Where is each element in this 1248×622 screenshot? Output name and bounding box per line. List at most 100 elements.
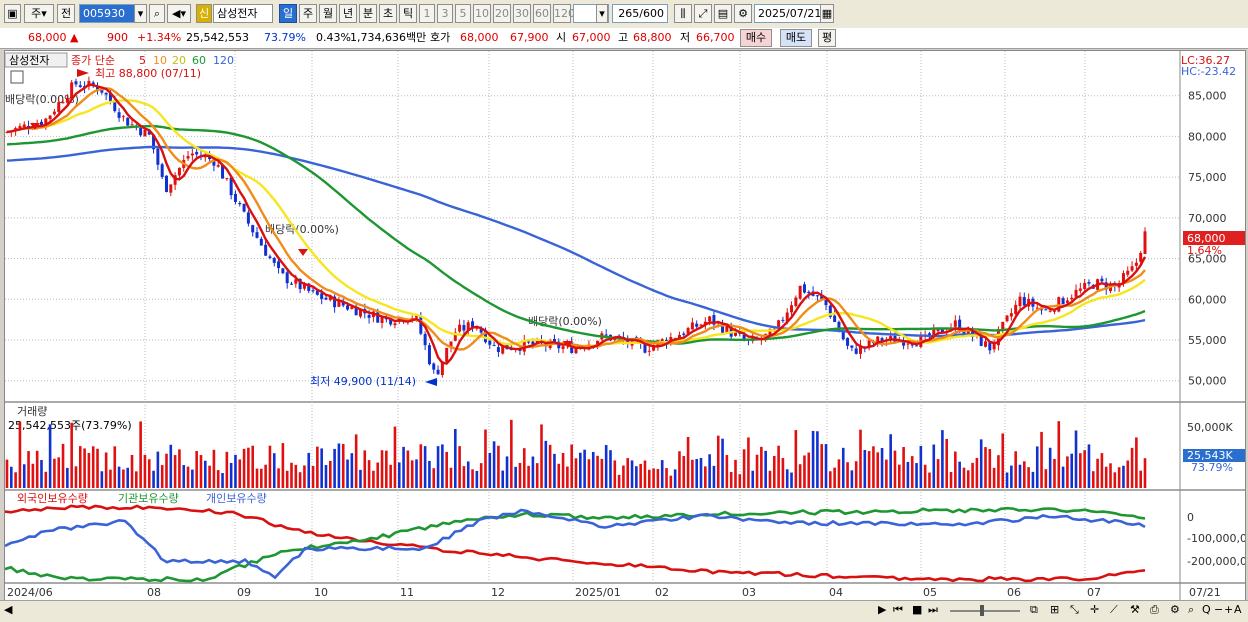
- stock-chart[interactable]: 85,000 80,000 75,000 70,000 65,000 60,000 55,0…: [4, 51, 1247, 601]
- zoom-slider[interactable]: [950, 610, 1020, 612]
- volume-bar: [104, 452, 108, 488]
- interval-120[interactable]: 120: [553, 4, 575, 23]
- candle-body: [768, 328, 772, 335]
- interval-1[interactable]: 1: [419, 4, 435, 23]
- volume-bar: [764, 450, 767, 488]
- candle-body: [660, 339, 664, 342]
- forward-icon[interactable]: ⏭: [928, 603, 938, 616]
- volume-bar: [846, 462, 849, 488]
- volume-bar: [1100, 453, 1104, 488]
- tool-icon[interactable]: ⤢: [694, 4, 712, 23]
- dividend-arrow: [298, 249, 308, 256]
- price-y-tick: 75,000: [1188, 171, 1227, 184]
- volume-bar: [462, 466, 466, 488]
- candle-body: [1052, 310, 1056, 312]
- interval-30[interactable]: 30: [513, 4, 531, 23]
- candle-body: [311, 290, 315, 292]
- volume-bar: [216, 470, 220, 488]
- volume-bar: [1005, 472, 1009, 488]
- search-icon[interactable]: ⌕: [149, 4, 165, 23]
- jeon-button[interactable]: 전: [57, 4, 75, 23]
- interval-10[interactable]: 10: [473, 4, 491, 23]
- zoom-icon[interactable]: ⌕: [1188, 603, 1195, 616]
- volume-bar: [1143, 458, 1147, 488]
- print-icon[interactable]: ⎙: [1150, 603, 1159, 616]
- candle-body: [186, 156, 190, 159]
- candle-body: [984, 341, 988, 347]
- volume-value: 25,542,553: [186, 31, 249, 44]
- volume-bar: [841, 447, 845, 488]
- candle-body: [475, 327, 479, 329]
- period-select[interactable]: 주▾: [24, 4, 54, 23]
- scroll-left-icon[interactable]: ◀: [4, 603, 13, 616]
- code-dropdown-icon[interactable]: ▾: [134, 4, 147, 23]
- interval-3[interactable]: 3: [437, 4, 453, 23]
- candle-body: [190, 153, 194, 156]
- save-icon[interactable]: ▤: [714, 4, 732, 23]
- tab-year[interactable]: 년: [339, 4, 357, 23]
- buy-button[interactable]: 매수: [740, 29, 772, 47]
- interval-5[interactable]: 5: [455, 4, 471, 23]
- candle-body: [859, 345, 862, 354]
- volume-bar: [126, 467, 129, 488]
- interval-dropdown-icon[interactable]: ▾: [596, 4, 608, 23]
- volume-bar: [1053, 458, 1056, 488]
- candle-body: [708, 316, 712, 322]
- plus-icon[interactable]: +: [1224, 603, 1234, 616]
- tab-tick[interactable]: 틱: [399, 4, 417, 23]
- price-change: 900: [107, 31, 128, 44]
- fibo-icon[interactable]: ⟋: [1110, 603, 1118, 616]
- cross-icon[interactable]: ✛: [1090, 603, 1100, 616]
- tab-day[interactable]: 일: [279, 4, 297, 23]
- zoom-slider-handle[interactable]: [980, 605, 984, 616]
- tab-month[interactable]: 월: [319, 4, 337, 23]
- volume-bar: [333, 448, 336, 488]
- volume-bar: [885, 459, 888, 488]
- volume-bar: [600, 458, 604, 488]
- volume-bar: [647, 469, 651, 488]
- gear-icon[interactable]: ⚙: [734, 4, 752, 23]
- draw-line-icon[interactable]: ⤡: [1070, 603, 1079, 616]
- extra-button[interactable]: 평: [818, 29, 836, 47]
- split-icon[interactable]: ⊞: [1050, 603, 1060, 616]
- volume-bar: [695, 459, 698, 488]
- candle-body: [785, 312, 789, 322]
- date-input[interactable]: 2025/07/21: [754, 4, 834, 23]
- volume-bar: [807, 452, 811, 488]
- rewind-icon[interactable]: ⏮: [893, 603, 903, 616]
- candle-body: [337, 299, 341, 307]
- zoom-in-icon[interactable]: Q: [1202, 603, 1211, 616]
- candle-body: [44, 118, 48, 126]
- window-icon[interactable]: ▣: [4, 4, 21, 23]
- settings-icon[interactable]: ⚙: [1170, 603, 1180, 616]
- stop-icon[interactable]: ■: [912, 603, 923, 616]
- calendar-icon[interactable]: ▦: [820, 4, 834, 23]
- count-input[interactable]: 265/600: [612, 4, 668, 23]
- font-icon[interactable]: A: [1234, 603, 1242, 616]
- minus-icon[interactable]: −: [1214, 603, 1224, 616]
- volume-bar: [35, 450, 39, 488]
- interval-60[interactable]: 60: [533, 4, 551, 23]
- candle-body: [725, 325, 729, 333]
- candle-type-icon[interactable]: ⫼: [674, 4, 692, 23]
- tab-minute[interactable]: 분: [359, 4, 377, 23]
- chart-area[interactable]: 85,000 80,000 75,000 70,000 65,000 60,000 55,0…: [4, 50, 1247, 602]
- stock-code-input[interactable]: 005930: [79, 4, 147, 23]
- candle-body: [423, 333, 427, 346]
- chart-scrollbar[interactable]: ◀ ▶ ⏮ ■ ⏭ ⧉ ⊞ ⤡ ✛ ⟋ ⚒ ⎙ ⚙ ⌕ Q − + A: [0, 600, 1248, 622]
- tab-week[interactable]: 주: [299, 4, 317, 23]
- volume-bar: [1104, 466, 1108, 488]
- sell-button[interactable]: 매도: [780, 29, 812, 47]
- speaker-icon[interactable]: ◀▾: [167, 4, 191, 23]
- interval-20[interactable]: 20: [493, 4, 511, 23]
- volume-bar: [729, 472, 733, 488]
- table-icon[interactable]: [10, 70, 24, 84]
- tab-second[interactable]: 초: [379, 4, 397, 23]
- chart-grid: 85,000 80,000 75,000 70,000 65,000 60,000 55,0…: [5, 51, 1245, 601]
- layout-icon[interactable]: ⧉: [1030, 603, 1038, 616]
- scroll-right-icon[interactable]: ▶: [878, 603, 887, 616]
- candle-body: [285, 272, 289, 284]
- candle-body: [445, 347, 449, 362]
- tools-icon[interactable]: ⚒: [1130, 603, 1140, 616]
- min-price-label: 최저 49,900 (11/14): [310, 375, 416, 388]
